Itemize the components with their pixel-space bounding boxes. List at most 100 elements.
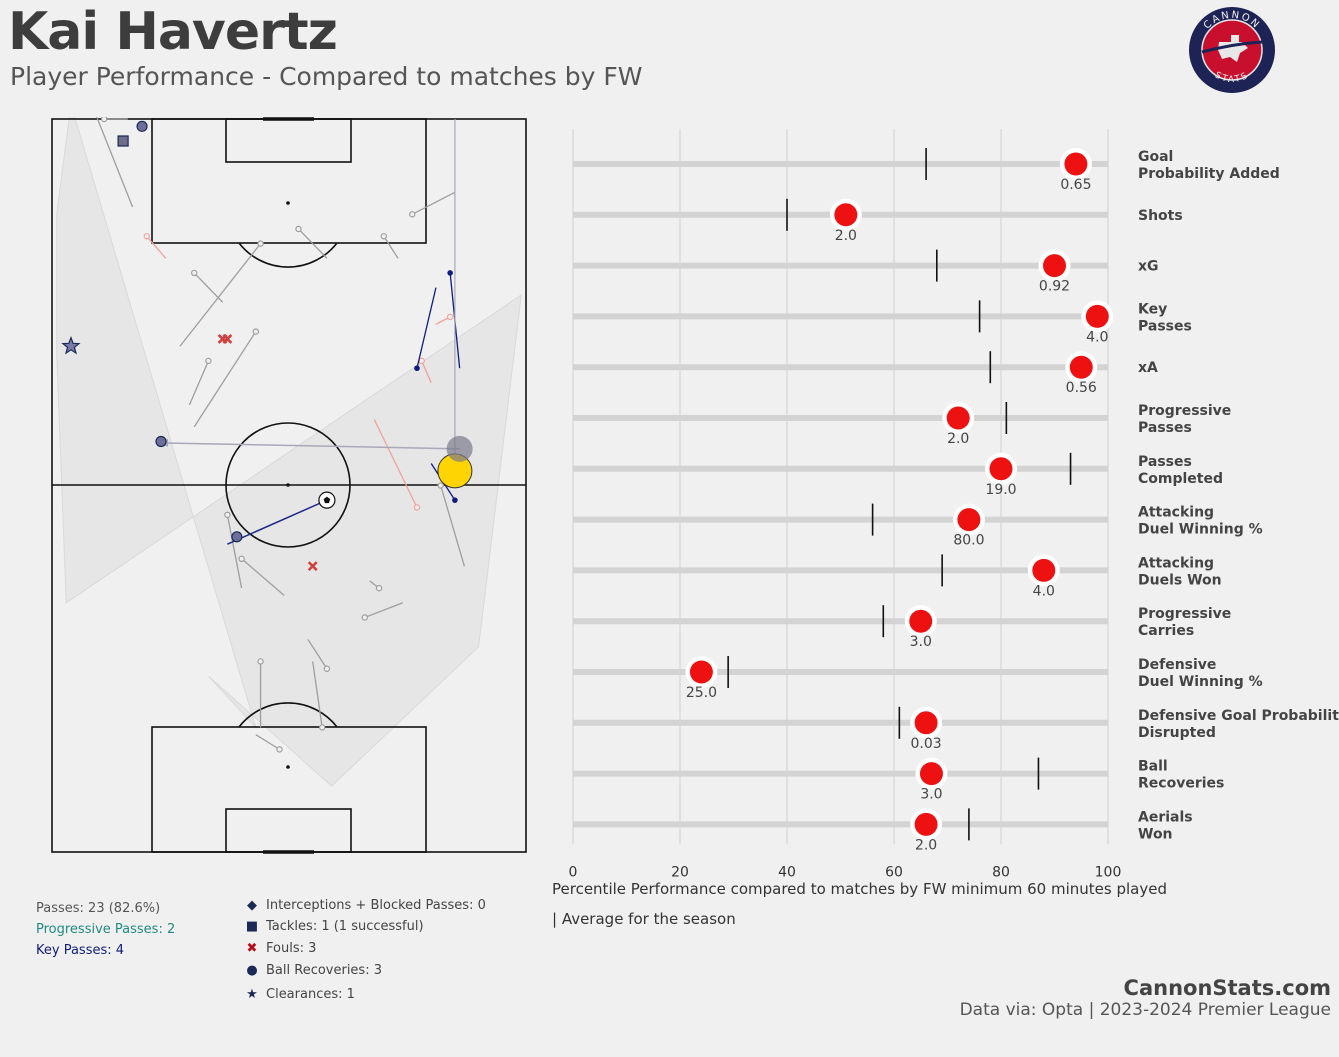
percentile-marker bbox=[1032, 558, 1056, 582]
percentile-marker bbox=[989, 457, 1013, 481]
metric-label: Key Passes bbox=[1138, 301, 1192, 334]
top-penalty-box bbox=[151, 118, 427, 244]
value-label: 19.0 bbox=[985, 482, 1016, 498]
key-pass-origin bbox=[447, 270, 453, 276]
pass bbox=[188, 360, 210, 406]
key-pass bbox=[416, 287, 437, 369]
cannonstats-logo: CANNON STATS bbox=[1189, 7, 1275, 93]
percentile-marker bbox=[1043, 254, 1066, 278]
pass bbox=[193, 331, 257, 428]
legend-key-passes: Key Passes: 4 bbox=[36, 943, 125, 958]
value-label: 2.0 bbox=[947, 431, 969, 447]
x-tick-label: 100 bbox=[1095, 864, 1122, 880]
star-icon: ★ bbox=[246, 987, 258, 1002]
value-label: 4.0 bbox=[1033, 583, 1055, 599]
percentile-marker bbox=[834, 203, 858, 227]
pass bbox=[226, 514, 243, 589]
metric-label: Ball Recoveries bbox=[1138, 759, 1224, 792]
metric-label: Defensive Goal Probability Disrupted bbox=[1138, 708, 1339, 741]
pass-end bbox=[190, 269, 198, 277]
progressive-pass bbox=[146, 235, 167, 259]
pass-end bbox=[252, 328, 260, 335]
pass bbox=[298, 228, 328, 259]
percentile-chart: 0 20 40 60 80 100 0.65 Goal Probability Added 2.0… bbox=[569, 129, 1339, 880]
diamond-icon: ◆ bbox=[247, 898, 257, 913]
pitch-map bbox=[51, 117, 527, 854]
pass-end bbox=[437, 482, 444, 489]
top-six-yard-box bbox=[225, 118, 352, 163]
percentile-marker bbox=[914, 812, 938, 836]
recovery-marker bbox=[136, 120, 148, 132]
x-tick-label: 20 bbox=[671, 864, 689, 880]
pass-end bbox=[257, 240, 264, 247]
value-label: 2.0 bbox=[915, 837, 937, 853]
pass-end bbox=[276, 746, 283, 753]
percentile-marker bbox=[1085, 304, 1109, 328]
legend-fouls: Fouls: 3 bbox=[266, 941, 317, 956]
pass bbox=[241, 558, 285, 596]
pass bbox=[307, 639, 328, 670]
value-label: 80.0 bbox=[953, 533, 984, 549]
value-label: 4.0 bbox=[1086, 329, 1108, 345]
pass-end bbox=[295, 225, 302, 233]
value-label: 0.92 bbox=[1039, 279, 1070, 295]
metric-label: Aerials Won bbox=[1138, 809, 1193, 842]
pass bbox=[383, 235, 399, 259]
progressive-pass-end bbox=[418, 357, 425, 365]
progressive-pass bbox=[421, 360, 432, 384]
pass bbox=[364, 602, 403, 619]
pass bbox=[255, 734, 280, 750]
metric-label: Defensive Duel Winning % bbox=[1138, 657, 1263, 690]
centre-circle bbox=[225, 422, 351, 548]
metric-label: Attacking Duel Winning % bbox=[1138, 505, 1263, 538]
legend-progressive-passes: Progressive Passes: 2 bbox=[36, 922, 176, 937]
x-tick-label: 40 bbox=[778, 864, 796, 880]
pass-end bbox=[257, 658, 264, 665]
pass bbox=[440, 485, 466, 567]
metric-label: Passes Completed bbox=[1138, 454, 1223, 487]
legend-clearances: Clearances: 1 bbox=[266, 987, 355, 1002]
percentile-marker bbox=[914, 711, 938, 735]
site-name: CannonStats.com bbox=[1123, 976, 1331, 1000]
progressive-pass-end bbox=[446, 313, 454, 321]
shot-miss bbox=[446, 435, 473, 462]
foul-marker bbox=[307, 561, 318, 572]
metric-label: Goal Probability Added bbox=[1138, 149, 1280, 182]
value-label: 0.56 bbox=[1066, 380, 1097, 396]
metric-label: Progressive Passes bbox=[1138, 403, 1231, 436]
x-tick-label: 80 bbox=[992, 864, 1010, 880]
player-name: Kai Havertz bbox=[8, 2, 338, 62]
x-tick-label: 60 bbox=[885, 864, 903, 880]
progressive-pass-end bbox=[413, 504, 421, 511]
clearance-marker bbox=[61, 336, 81, 355]
tackle-marker bbox=[117, 135, 129, 147]
pass-end bbox=[205, 357, 212, 365]
percentile-marker bbox=[957, 508, 981, 532]
x-axis-caption: Percentile Performance compared to match… bbox=[552, 880, 1167, 898]
pass-end bbox=[238, 555, 245, 562]
value-label: 2.0 bbox=[835, 228, 857, 244]
legend-passes: Passes: 23 (82.6%) bbox=[36, 901, 161, 916]
recovery-marker bbox=[155, 435, 167, 448]
pass bbox=[312, 661, 323, 728]
svg-text:STATS: STATS bbox=[1213, 70, 1251, 85]
metric-label: xA bbox=[1138, 360, 1158, 376]
pass bbox=[411, 191, 456, 215]
value-label: 0.03 bbox=[911, 736, 942, 752]
percentile-marker bbox=[689, 660, 713, 684]
percentile-marker bbox=[909, 609, 933, 633]
value-label: 3.0 bbox=[920, 787, 942, 803]
x-tick-label: 0 bbox=[569, 864, 578, 880]
metric-label: Attacking Duels Won bbox=[1138, 555, 1222, 588]
pass-end bbox=[224, 511, 231, 519]
percentile-marker bbox=[919, 762, 943, 786]
pass-end bbox=[380, 233, 387, 240]
carry-line bbox=[227, 499, 328, 545]
key-pass-origin bbox=[452, 497, 458, 503]
percentile-marker bbox=[1064, 152, 1088, 176]
page-subtitle: Player Performance - Compared to matches… bbox=[10, 62, 643, 91]
top-penalty-arc bbox=[238, 242, 338, 268]
legend-pass-summary: Passes: 23 (82.6%) Progressive Passes: 2… bbox=[36, 898, 175, 961]
key-pass-origin bbox=[414, 365, 420, 372]
pass bbox=[179, 243, 262, 347]
